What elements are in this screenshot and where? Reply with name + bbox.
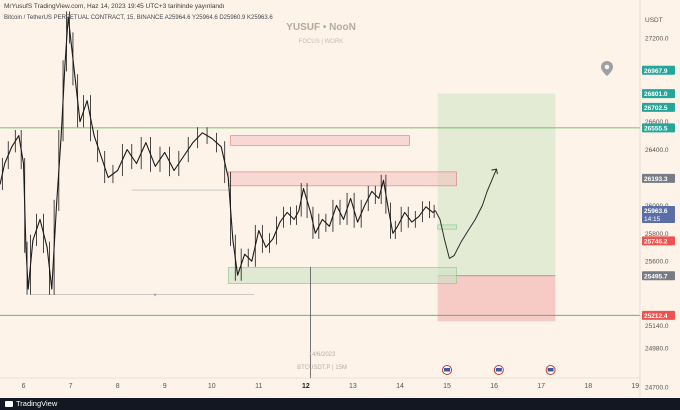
price-tag xyxy=(642,65,675,75)
price-tag xyxy=(642,123,675,133)
time-tick-label: 15 xyxy=(443,383,451,390)
published-line: MrYusufS TradingView.com, Haz 14, 2023 1… xyxy=(4,3,225,10)
price-tag-label: 25963.6 xyxy=(644,208,668,215)
symbol-stamp: BTCUSDT.P | 15M xyxy=(297,365,347,371)
price-tag-label: 26801.0 xyxy=(644,91,668,98)
price-tag xyxy=(642,173,675,183)
price-tag xyxy=(642,89,675,99)
time-tick-label: 9 xyxy=(163,383,167,390)
time-tick-label: 16 xyxy=(490,383,498,390)
time-tick-label: 11 xyxy=(255,383,262,390)
cross-mark: × xyxy=(153,293,157,299)
price-tag-label: 25495.7 xyxy=(644,273,668,280)
zone-red-1[interactable] xyxy=(227,171,457,187)
time-tick-label: 13 xyxy=(349,383,357,390)
price-tick-label: 25600.0 xyxy=(645,259,669,266)
price-tag xyxy=(642,310,675,320)
price-tag xyxy=(642,271,675,281)
time-tick-label: 10 xyxy=(208,383,216,390)
event-marker-icon[interactable] xyxy=(493,365,504,375)
time-tick-label: 18 xyxy=(584,383,592,390)
price-tag xyxy=(642,102,675,112)
time-tick-label: 12 xyxy=(302,383,310,390)
price-tick-label: 27200.0 xyxy=(645,35,669,42)
time-tick-label: 19 xyxy=(631,383,639,390)
price-axis[interactable] xyxy=(640,0,680,398)
price-tag-label: 26193.3 xyxy=(644,176,668,183)
symbol-info: Bitcoin / TetherUS PERPETUAL CONTRACT, 1… xyxy=(4,15,273,21)
price-tick-label: 25800.0 xyxy=(645,231,669,238)
price-tag-time: 14:15 xyxy=(644,216,661,223)
date-stamp: 14/6/2023 xyxy=(309,352,336,358)
time-tick-label: 7 xyxy=(69,383,73,390)
time-tick-label: 14 xyxy=(396,383,404,390)
footer-bar: TradingView xyxy=(0,398,680,410)
price-tick-label: 24700.0 xyxy=(645,384,669,391)
zone-green-3[interactable] xyxy=(437,224,457,230)
zone-green-2[interactable] xyxy=(227,267,457,284)
price-tag-label: 25212.4 xyxy=(644,313,668,320)
price-tag xyxy=(642,236,675,246)
location-pin-icon xyxy=(601,61,613,76)
time-tick-label: 8 xyxy=(116,383,120,390)
price-tick-label: 26400.0 xyxy=(645,147,669,154)
time-tick-label: 6 xyxy=(22,383,26,390)
projection-path[interactable] xyxy=(434,168,497,260)
price-tag-label: 26967.9 xyxy=(644,68,668,75)
price-tick-label: 24980.0 xyxy=(645,345,669,352)
price-tick-label: 25140.0 xyxy=(645,323,669,330)
price-tag-label: 26702.5 xyxy=(644,105,668,112)
footer-brand: TradingView xyxy=(16,399,58,408)
watermark-title: YUSUF • NooN xyxy=(286,22,356,33)
event-marker-icon[interactable] xyxy=(545,365,556,375)
event-marker-icon[interactable] xyxy=(442,365,453,375)
projection-arrowhead-icon xyxy=(491,168,498,175)
watermark-subtitle: FOCUS | WORK xyxy=(299,39,344,45)
zone-red-0[interactable] xyxy=(230,135,410,146)
price-tag-label: 25746.2 xyxy=(644,238,668,245)
time-tick-label: 17 xyxy=(537,383,545,390)
price-tag xyxy=(642,205,675,223)
price-tick-label: 26600.0 xyxy=(645,119,669,126)
price-tag-label: 26555.5 xyxy=(644,125,668,132)
tradingview-logo-icon xyxy=(5,401,13,407)
position-stop-zone xyxy=(437,275,556,322)
price-series[interactable] xyxy=(0,16,436,290)
price-axis-unit: USDT xyxy=(645,17,663,24)
position-target-zone xyxy=(437,93,556,276)
